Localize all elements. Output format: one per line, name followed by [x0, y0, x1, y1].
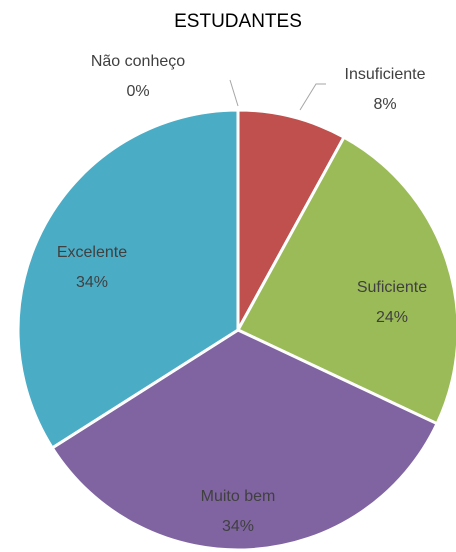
leader-line	[229, 79, 239, 107]
slice-label: Insuficiente	[345, 66, 426, 83]
pie-slice	[236, 108, 347, 331]
pie-slice	[235, 135, 456, 426]
pie	[16, 108, 456, 552]
slice-value-label: 8%	[373, 96, 396, 113]
pie-slice	[50, 328, 440, 552]
slice-value-label: 0%	[126, 83, 149, 100]
slice-label: Não conheço	[91, 53, 185, 70]
slice-label: Excelente	[57, 244, 127, 261]
slice-value-label: 24%	[376, 309, 408, 326]
slice-value-label: 34%	[222, 518, 254, 535]
slice-label: Muito bem	[201, 488, 276, 505]
slice-label: Suficiente	[357, 279, 427, 296]
slice-value-label: 34%	[76, 274, 108, 291]
leader-line	[299, 83, 326, 111]
pie-slice	[16, 108, 240, 450]
chart-title: ESTUDANTES	[174, 11, 302, 32]
